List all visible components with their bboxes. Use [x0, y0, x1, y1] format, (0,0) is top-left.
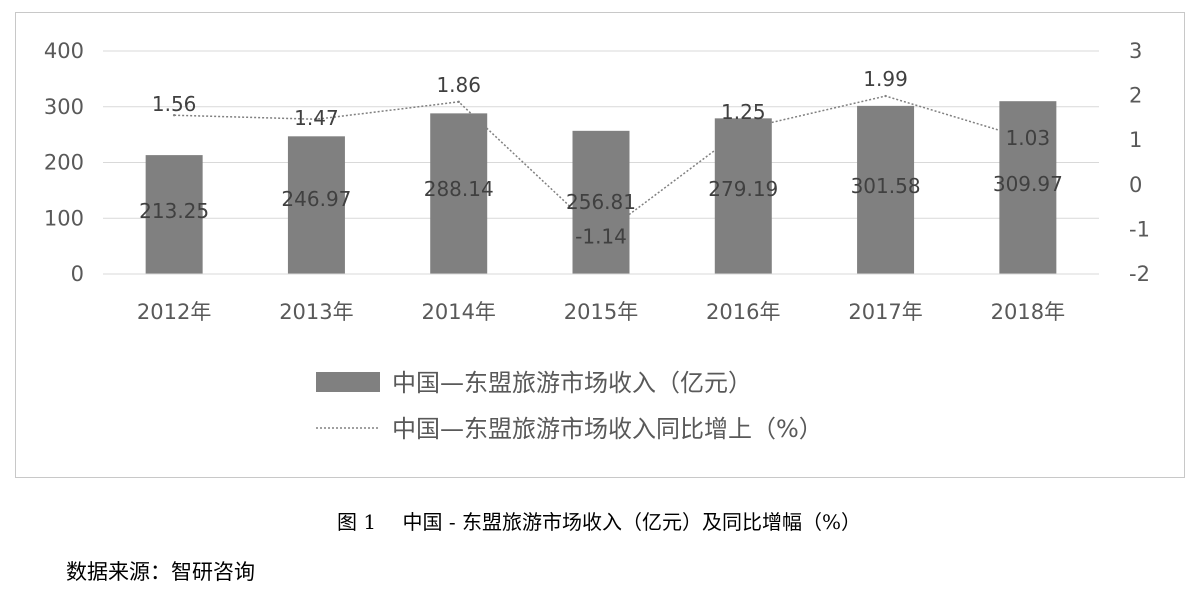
y-right-tick-label: -2 — [1129, 262, 1150, 286]
line-data-label: 1.99 — [863, 67, 908, 91]
data-source: 数据来源：智研咨询 — [66, 560, 255, 584]
chart-frame: 0 100 200 300 400 -2 -1 0 1 2 3 2012年 2013年 2014年 2015… — [15, 12, 1185, 478]
line-point — [172, 114, 176, 117]
y-right-tick-label: 0 — [1129, 173, 1142, 197]
bar-data-label: 301.58 — [851, 174, 921, 198]
y-right-tick-label: 3 — [1129, 39, 1142, 63]
bar — [145, 155, 203, 274]
bar-data-label: 246.97 — [281, 187, 351, 211]
line-point — [1026, 137, 1030, 141]
line-point — [315, 118, 318, 121]
combo-chart: 0 100 200 300 400 -2 -1 0 1 2 3 2012年 2013年 2014年 2015… — [44, 39, 1150, 443]
figure-caption: 图 1 中国 - 东盟旅游市场收入（亿元）及同比增幅（%） — [337, 510, 861, 534]
legend-bar-swatch — [316, 372, 380, 392]
bar-data-label: 279.19 — [708, 177, 778, 201]
bar — [572, 130, 630, 274]
bar-data-label: 213.25 — [139, 199, 209, 223]
x-tick-label: 2013年 — [279, 300, 353, 324]
line-point — [884, 94, 887, 98]
y-left-tick-label: 400 — [44, 39, 84, 63]
bar — [430, 113, 488, 274]
x-tick-label: 2015年 — [564, 300, 638, 324]
line-data-label: -1.14 — [575, 225, 627, 249]
x-tick-label: 2014年 — [421, 300, 495, 324]
x-tick-label: 2017年 — [848, 300, 922, 324]
line-data-label: 1.03 — [1006, 126, 1051, 150]
bar-data-label: 309.97 — [993, 172, 1063, 196]
line-data-label: 1.47 — [294, 106, 339, 130]
bar — [999, 101, 1057, 274]
x-tick-label: 2018年 — [991, 300, 1065, 324]
y-right-tick-label: 2 — [1129, 84, 1142, 108]
line-data-label: 1.86 — [436, 73, 481, 97]
line-point — [457, 100, 460, 104]
y-right-tick-label: 1 — [1129, 128, 1142, 152]
bar — [857, 105, 915, 275]
y-left-tick-label: 300 — [44, 95, 84, 119]
y-left-tick-label: 0 — [71, 262, 84, 286]
line-point — [599, 234, 603, 237]
legend-line-label: 中国—东盟旅游市场收入同比增上（%） — [392, 415, 823, 443]
legend-bar-label: 中国—东盟旅游市场收入（亿元） — [392, 369, 752, 397]
x-tick-label: 2016年 — [706, 300, 780, 324]
y-left-tick-label: 100 — [44, 206, 84, 230]
line-point — [742, 127, 745, 131]
line-data-label: 1.25 — [721, 100, 766, 124]
bar — [287, 136, 345, 274]
bar-data-label: 288.14 — [424, 177, 494, 201]
x-tick-label: 2012年 — [137, 300, 211, 324]
bar — [714, 118, 772, 274]
bar-data-label: 256.81 — [566, 190, 636, 214]
y-right-tick-label: -1 — [1129, 217, 1150, 241]
line-data-label: 1.56 — [152, 92, 197, 116]
y-left-tick-label: 200 — [44, 151, 84, 175]
